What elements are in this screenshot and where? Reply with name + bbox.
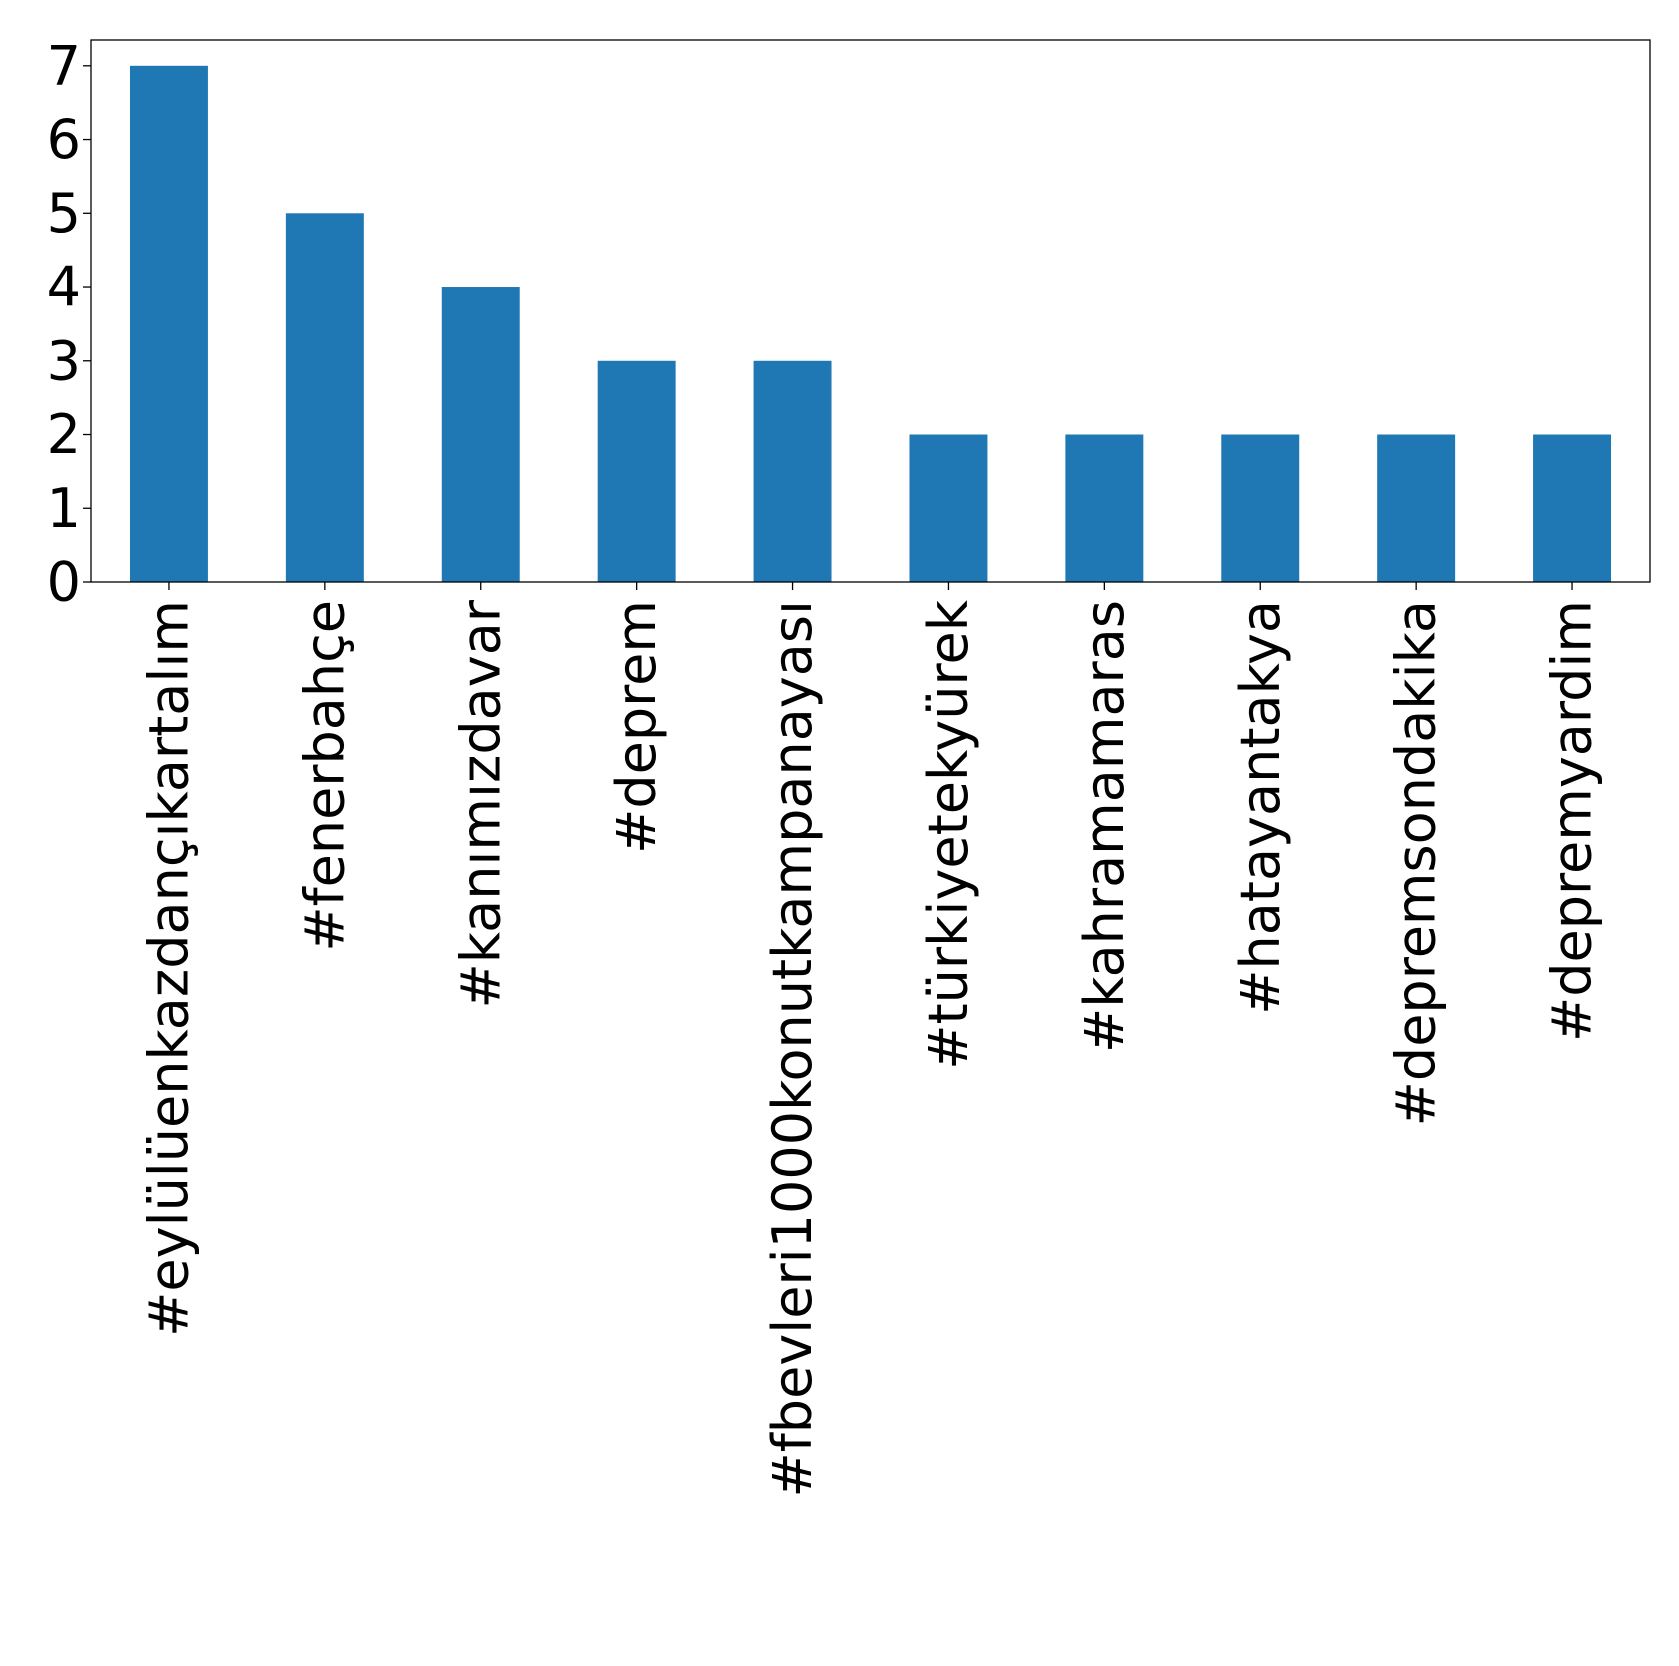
y-tick-label: 5	[47, 182, 81, 245]
bar-6	[1065, 434, 1144, 582]
bar-5	[909, 434, 988, 582]
x-axis: #eylülüenkazdançıkartalım #fenerbahçe #kan…	[137, 582, 1604, 1497]
x-tick-label: #kahramamaras	[1073, 600, 1136, 1053]
y-tick-label: 4	[47, 256, 81, 319]
x-tick-label: #depremsondakika	[1385, 600, 1448, 1126]
y-tick-label: 0	[47, 551, 81, 614]
bar-3	[597, 360, 676, 582]
bars-group	[129, 65, 1612, 583]
x-tick-label: #fbevleri1000konutkampanayası	[761, 600, 824, 1497]
x-tick-label: #deprem	[605, 600, 668, 854]
bar-0	[129, 65, 208, 583]
plot-frame	[90, 39, 1651, 583]
bar-8	[1377, 434, 1456, 582]
y-tick-label: 2	[47, 403, 81, 466]
bar-2	[441, 287, 520, 582]
x-tick-label: #hatayantakya	[1229, 600, 1292, 1015]
x-tick-label: #eylülüenkazdançıkartalım	[137, 600, 200, 1337]
bar-1	[285, 213, 364, 582]
bar-4	[753, 360, 832, 582]
x-tick-label: #fenerbahçe	[293, 600, 356, 952]
bar-7	[1221, 434, 1300, 582]
x-tick-label: #türkiyetekyürek	[917, 599, 980, 1069]
bar-9	[1533, 434, 1612, 582]
y-axis: 0 1 2 3 4 5 6 7	[47, 34, 91, 614]
y-tick-label: 7	[47, 34, 81, 97]
y-tick-label: 6	[47, 108, 81, 171]
y-tick-label: 3	[47, 329, 81, 392]
x-tick-label: #kanımızdavar	[449, 599, 512, 1008]
y-tick-label: 1	[47, 477, 81, 540]
x-tick-label: #depremyardim	[1541, 600, 1604, 1042]
